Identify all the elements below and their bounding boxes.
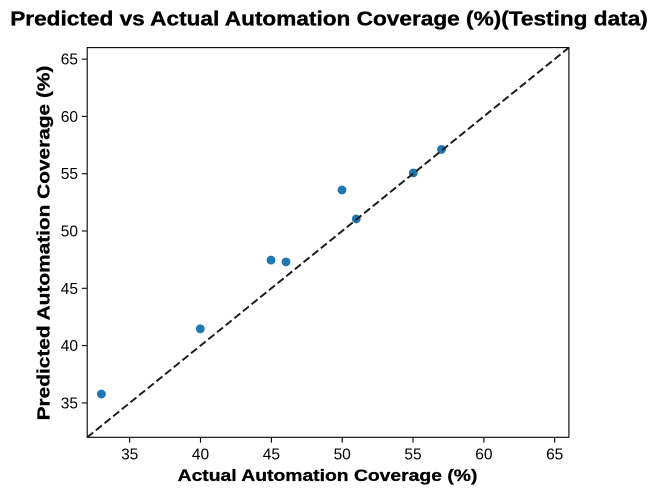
svg-text:55: 55	[61, 166, 78, 183]
svg-text:45: 45	[263, 447, 280, 464]
svg-text:50: 50	[334, 447, 352, 464]
svg-text:35: 35	[121, 447, 138, 464]
svg-text:65: 65	[61, 52, 78, 69]
svg-text:40: 40	[61, 338, 79, 355]
svg-text:45: 45	[61, 281, 78, 298]
svg-text:Actual Automation Coverage (%): Actual Automation Coverage (%)	[178, 466, 478, 485]
svg-text:65: 65	[546, 447, 563, 464]
svg-text:Predicted Automation Coverage: Predicted Automation Coverage (%)	[34, 66, 54, 421]
svg-text:60: 60	[475, 447, 493, 464]
svg-text:35: 35	[61, 395, 78, 412]
svg-text:40: 40	[192, 447, 210, 464]
svg-text:60: 60	[61, 109, 79, 126]
svg-text:50: 50	[61, 224, 79, 241]
svg-text:Predicted vs Actual Automation: Predicted vs Actual Automation Coverage …	[10, 8, 648, 30]
svg-text:55: 55	[404, 447, 421, 464]
